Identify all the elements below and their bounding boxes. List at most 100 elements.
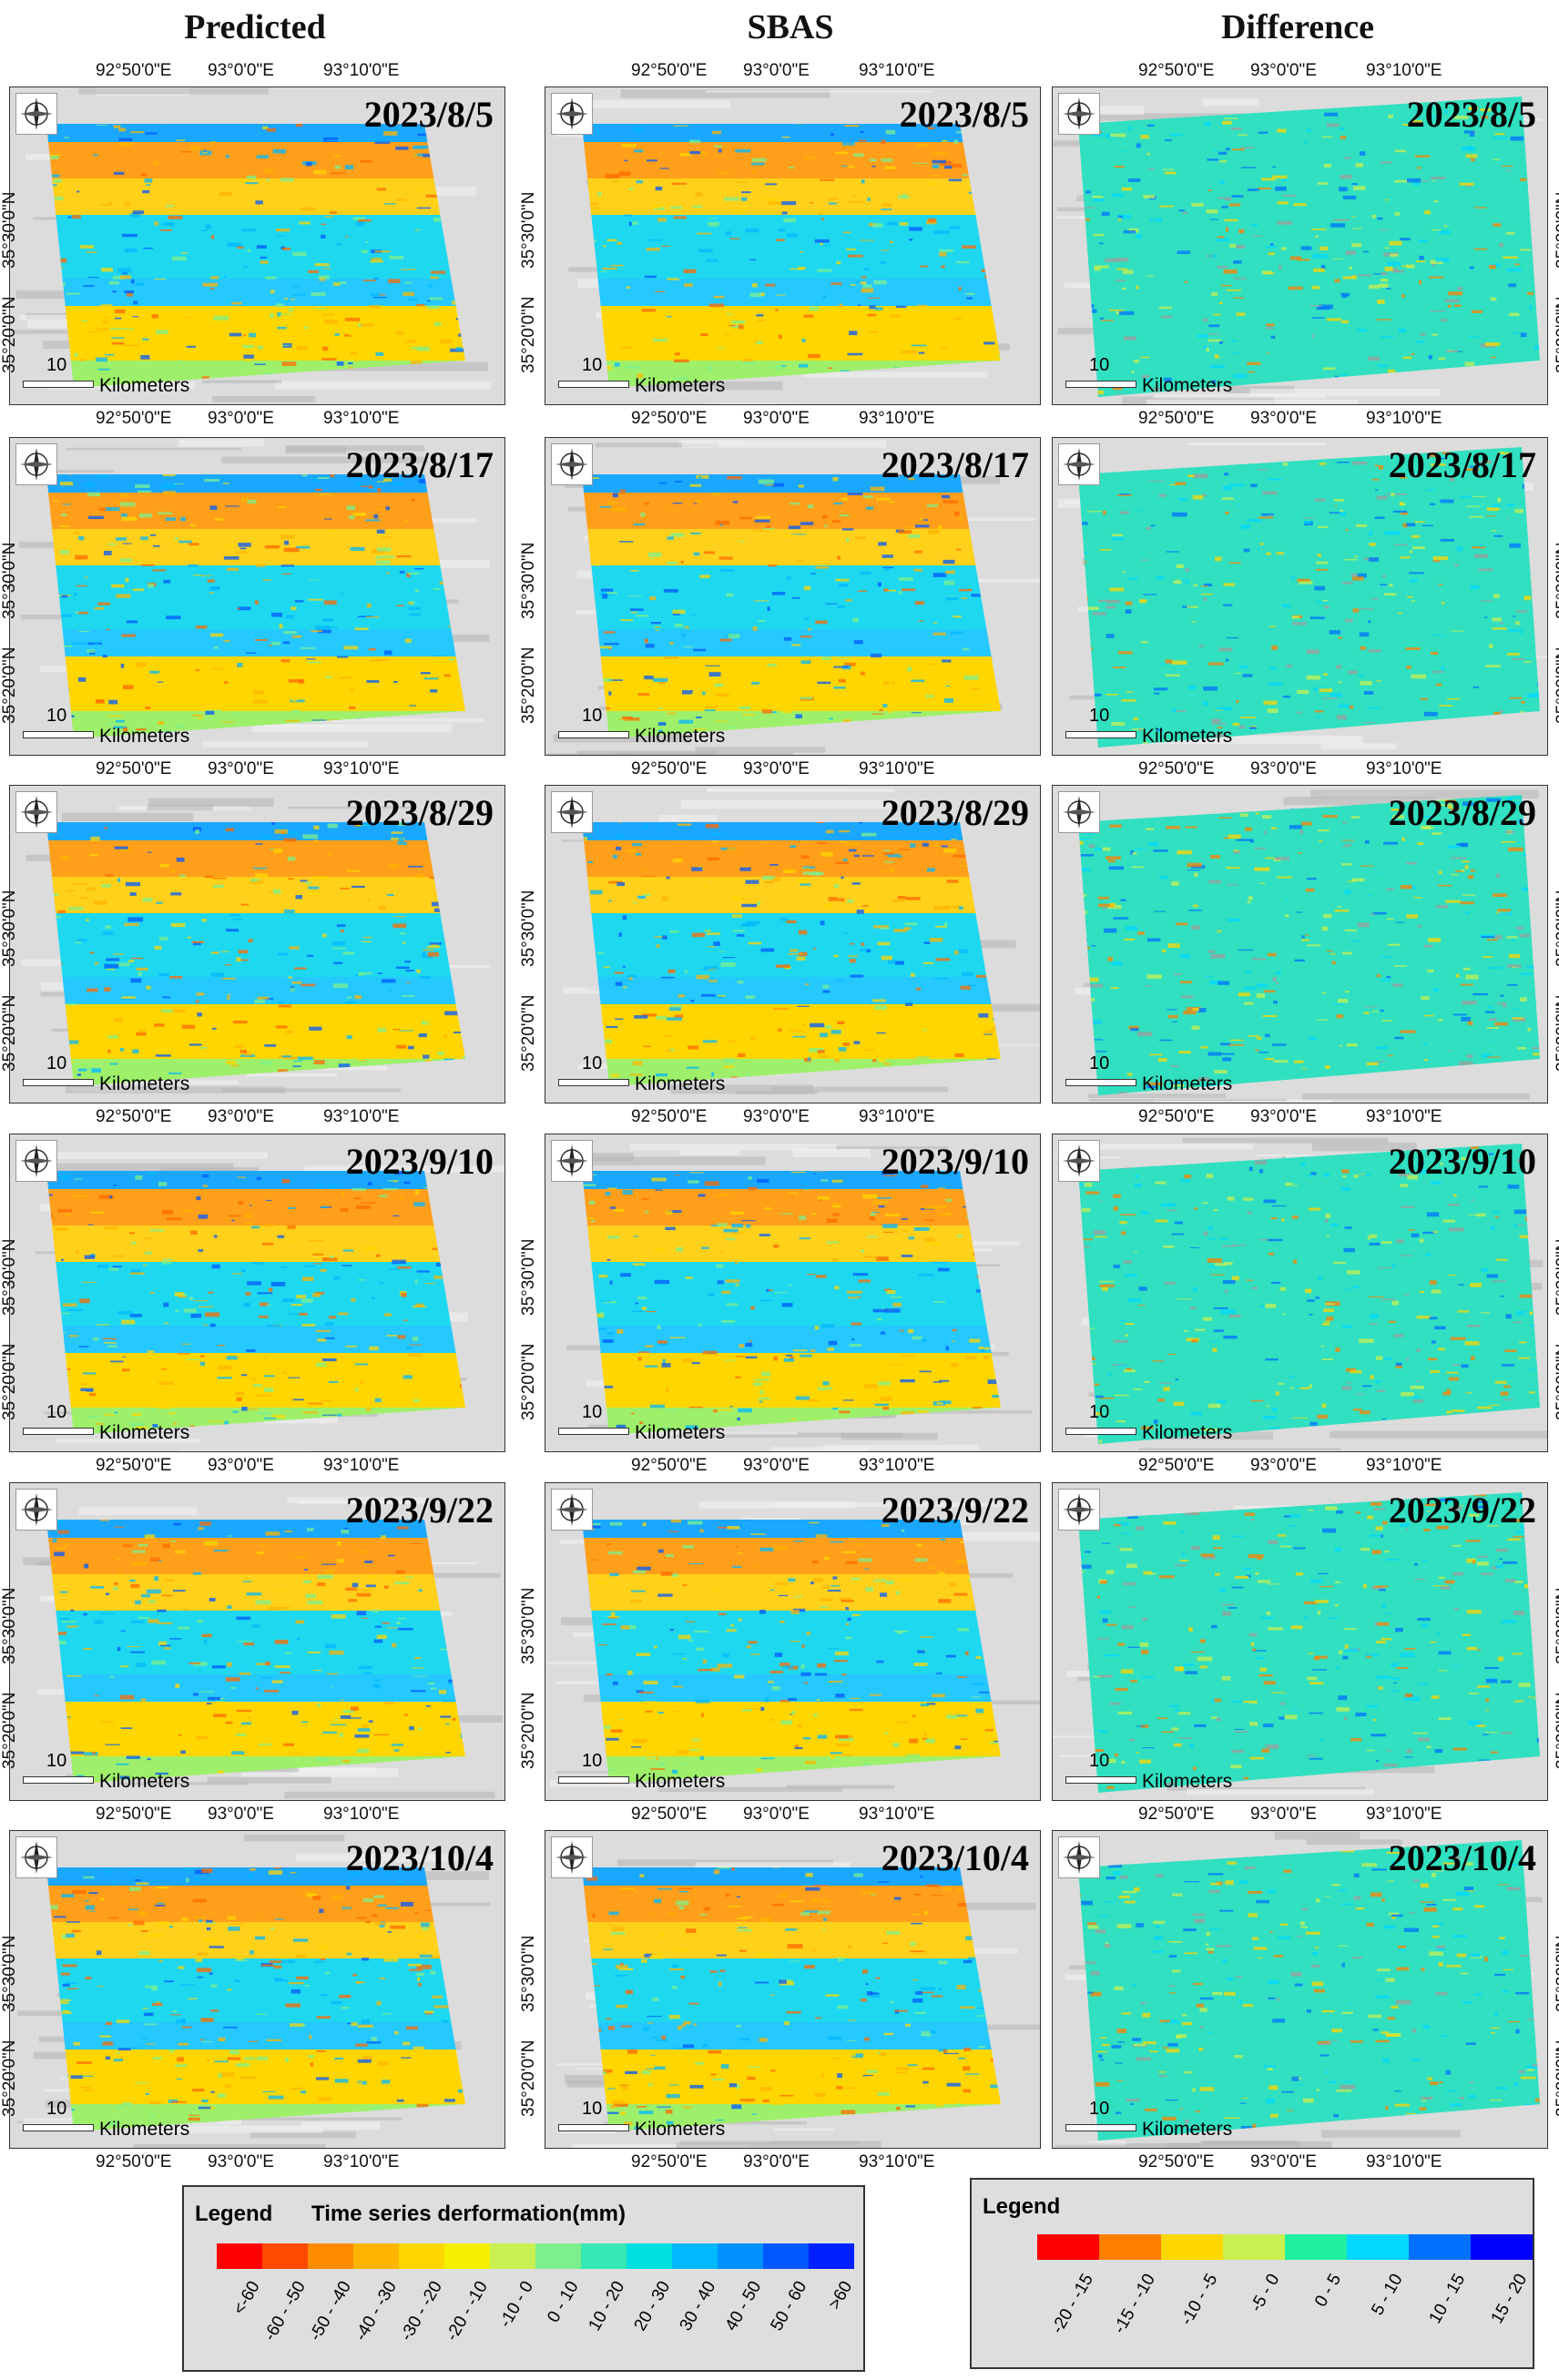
scale-bar-unit: Kilometers [1142, 1422, 1233, 1443]
legend-class-label: 5 - 10 [1368, 2271, 1408, 2319]
column-title-predicted: Predicted [184, 8, 326, 46]
legend-swatch [262, 2243, 308, 2269]
deformation-raster [582, 1867, 1001, 2131]
longitude-tick-label: 93°0'0"E [1250, 409, 1317, 428]
scale-bar [1065, 1079, 1136, 1086]
legend-class-label: 40 - 50 [721, 2278, 766, 2334]
latitude-tick-label: 35°20'0"N [519, 1343, 538, 1420]
longitude-tick-label: 93°0'0"E [743, 1805, 810, 1824]
hillshade-basemap [35, 1152, 504, 1451]
north-arrow-icon [15, 93, 57, 135]
scale-bar-value: 10 [46, 706, 67, 726]
legend-class-label: -20 - -15 [1048, 2271, 1098, 2337]
north-arrow-icon [1058, 1140, 1100, 1182]
longitude-tick-label: 93°0'0"E [1250, 2152, 1317, 2171]
latitude-tick-label: 35°30'0"N [519, 890, 538, 967]
map-panel-sbas-4: 2023/9/10 10 Kilometers [545, 1134, 1041, 1452]
legend-swatch [581, 2243, 627, 2269]
legend-swatch [1471, 2234, 1533, 2260]
north-arrow-icon [1058, 791, 1100, 833]
longitude-tick-label: 93°10'0"E [323, 759, 400, 778]
latitude-tick-label: 35°30'0"N [0, 1935, 19, 2012]
scale-bar-value: 10 [46, 1751, 67, 1771]
deformation-raster [46, 822, 465, 1086]
panel-date-label: 2023/10/4 [345, 1837, 494, 1878]
latitude-tick-label: 35°20'0"N [519, 2039, 538, 2117]
longitude-tick-label: 92°50'0"E [96, 2152, 172, 2171]
longitude-tick-label: 93°0'0"E [743, 1107, 810, 1126]
scale-bar-unit: Kilometers [635, 1422, 726, 1443]
panel-date-label: 2023/8/29 [345, 792, 494, 833]
hillshade-basemap [15, 1834, 491, 2148]
latitude-tick-label: 35°20'0"N [519, 1692, 538, 1769]
deformation-raster [46, 124, 465, 388]
latitude-tick-label: 35°20'0"N [1554, 646, 1559, 724]
longitude-tick-label: 92°50'0"E [631, 61, 708, 80]
legend-class-label: -20 - -10 [443, 2278, 493, 2344]
scale-bar-value: 10 [1089, 706, 1110, 726]
north-arrow-icon [15, 1836, 57, 1878]
scale-bar-unit: Kilometers [635, 1771, 726, 1792]
scale-bar [558, 381, 629, 388]
panel-date-label: 2023/9/22 [345, 1490, 494, 1531]
longitude-tick-label: 93°10'0"E [323, 2152, 400, 2171]
legend-class-label: >60 [824, 2278, 857, 2314]
hillshade-basemap [1053, 1492, 1540, 1795]
scale-bar [1065, 381, 1136, 388]
scale-bar-value: 10 [1089, 1053, 1110, 1073]
latitude-tick-label: 35°20'0"N [0, 1692, 19, 1769]
scale-bar [23, 381, 94, 388]
longitude-tick-label: 92°50'0"E [1138, 1805, 1215, 1824]
scale-bar-value: 10 [582, 1751, 603, 1771]
scale-bar-unit: Kilometers [99, 1771, 190, 1792]
latitude-tick-label: 35°20'0"N [0, 646, 19, 724]
legend-swatch [1099, 2234, 1161, 2260]
latitude-tick-label: 35°20'0"N [0, 2039, 19, 2117]
scale-bar [23, 2124, 94, 2131]
legend-class-label: <-60 [229, 2278, 265, 2318]
map-panel-difference-1: 2023/8/5 10 Kilometers [1052, 86, 1548, 405]
longitude-tick-label: 93°10'0"E [1366, 409, 1442, 428]
north-arrow-icon [551, 1836, 593, 1878]
map-panel-sbas-5: 2023/9/22 10 Kilometers [545, 1482, 1041, 1801]
longitude-tick-label: 93°10'0"E [859, 61, 935, 80]
scale-bar-unit: Kilometers [1142, 726, 1233, 747]
panel-date-label: 2023/8/5 [1406, 94, 1536, 135]
latitude-tick-label: 35°20'0"N [1554, 296, 1559, 373]
latitude-tick-label: 35°30'0"N [0, 542, 19, 619]
scale-bar [23, 1428, 94, 1435]
deformation-raster [1078, 447, 1540, 748]
longitude-tick-label: 93°10'0"E [859, 1456, 935, 1475]
longitude-tick-label: 93°0'0"E [743, 759, 810, 778]
legend-class-label: -60 - -50 [260, 2278, 311, 2344]
hillshade-basemap [566, 1144, 1033, 1451]
map-panel-predicted-6: 2023/10/4 10 Kilometers [9, 1830, 505, 2149]
panel-date-label: 2023/9/10 [881, 1141, 1029, 1182]
longitude-tick-label: 92°50'0"E [631, 759, 708, 778]
scale-bar-unit: Kilometers [99, 375, 190, 396]
scale-bar-unit: Kilometers [1142, 2119, 1233, 2140]
scale-bar-value: 10 [582, 1053, 603, 1073]
north-arrow-icon [15, 443, 57, 485]
legend-swatch [1285, 2234, 1347, 2260]
legend-swatch [1347, 2234, 1409, 2260]
legend-swatch [444, 2243, 490, 2269]
longitude-tick-label: 92°50'0"E [96, 759, 172, 778]
scale-bar-unit: Kilometers [635, 726, 726, 747]
legend-class-label: 10 - 20 [585, 2278, 629, 2334]
north-arrow-icon [15, 791, 57, 833]
latitude-tick-label: 35°30'0"N [519, 1238, 538, 1316]
legend-swatch [809, 2243, 854, 2269]
hillshade-basemap [1055, 1831, 1543, 2148]
deformation-raster [46, 1867, 465, 2131]
column-title-difference: Difference [1220, 8, 1375, 46]
north-arrow-icon [1058, 443, 1100, 485]
legend-class-label: 0 - 5 [1310, 2271, 1346, 2311]
panel-date-label: 2023/8/29 [881, 792, 1029, 833]
longitude-tick-label: 93°0'0"E [1250, 1456, 1317, 1475]
panel-date-label: 2023/10/4 [1388, 1837, 1536, 1878]
longitude-tick-label: 93°0'0"E [208, 1805, 274, 1824]
longitude-tick-label: 93°10'0"E [859, 759, 935, 778]
scale-bar-unit: Kilometers [99, 726, 190, 747]
longitude-tick-label: 93°0'0"E [1250, 61, 1317, 80]
